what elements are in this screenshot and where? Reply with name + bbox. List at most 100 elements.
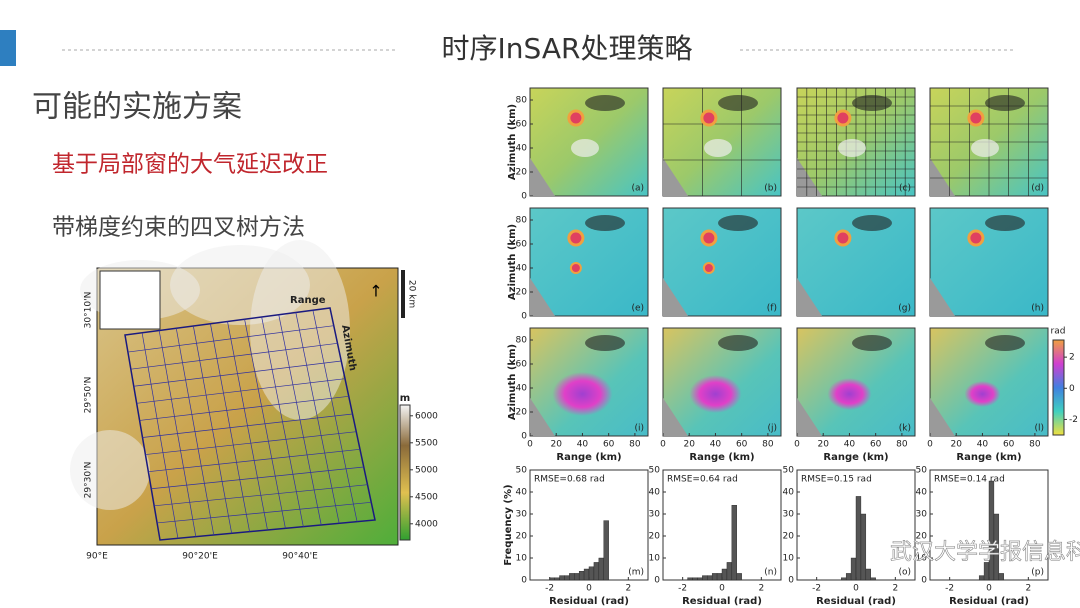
y-tick-label: 60 — [516, 120, 528, 130]
watermark: 武汉大学学报信息科学版 — [890, 540, 1080, 565]
colorbar-tick-label: -2 — [1069, 415, 1078, 425]
terrain-patch — [663, 158, 688, 196]
y-tick-label: 20 — [649, 532, 661, 542]
y-tick-label: 50 — [783, 466, 795, 476]
histogram-bar — [578, 571, 585, 581]
x-tick-label: -2 — [678, 584, 687, 594]
panel-letter: (m) — [628, 568, 644, 578]
histogram-bar — [692, 577, 698, 581]
histogram-bar — [731, 505, 737, 581]
panel-letter: (j) — [767, 424, 777, 434]
anomaly — [967, 109, 985, 127]
y-tick-label: 10 — [649, 554, 661, 564]
y-tick-label: 20 — [916, 532, 928, 542]
y-tick-label: 80 — [516, 216, 528, 226]
histogram-bar — [850, 557, 857, 581]
terrain-patch — [985, 335, 1025, 351]
histogram-bar — [574, 573, 580, 581]
x-axis-label: Range (km) — [956, 452, 1021, 463]
histogram-bar — [554, 577, 560, 581]
terrain-patch — [571, 139, 599, 157]
x-tick-label: 0 — [853, 584, 859, 594]
terrain-patch — [797, 278, 822, 316]
terrain-patch — [852, 335, 892, 351]
anomaly — [834, 229, 852, 247]
x-axis-label: Range (km) — [556, 452, 621, 463]
panel-letter: (k) — [899, 424, 911, 434]
histogram-bar — [549, 577, 555, 581]
accent-block — [0, 30, 16, 66]
x-tick-label: 2 — [625, 584, 631, 594]
terrain-patch — [70, 430, 150, 510]
x-axis-label: Residual (rad) — [816, 596, 896, 607]
terrain-patch — [663, 398, 688, 436]
histogram-bar — [711, 573, 718, 581]
anomaly — [702, 262, 715, 274]
colorbar-title: rad — [1051, 327, 1066, 337]
histogram-bar — [559, 575, 565, 581]
rmse-label: RMSE=0.64 rad — [667, 475, 738, 485]
panel-letter: (d) — [1031, 184, 1044, 194]
x-tick-label: 80 — [762, 440, 774, 450]
panel-letter: (b) — [764, 184, 777, 194]
histogram-bar — [993, 513, 1000, 581]
histogram-frame — [662, 469, 782, 581]
y-axis-label: Azimuth (km) — [507, 104, 518, 180]
x-tick-label: 80 — [629, 440, 641, 450]
histogram-bar — [716, 573, 723, 581]
grid-cell — [312, 310, 358, 522]
histogram-bar — [855, 496, 862, 581]
range-label: Range — [290, 295, 326, 306]
panel-letter: (h) — [1031, 304, 1044, 314]
terrain-patch — [852, 215, 892, 231]
scale-bar — [401, 270, 405, 318]
terrain-patch — [663, 278, 688, 316]
y-tick-label: 40 — [916, 488, 928, 498]
terrain-patch — [985, 95, 1025, 111]
y-tick-label: 40 — [516, 264, 528, 274]
terrain-patch — [585, 95, 625, 111]
terrain-patch — [585, 215, 625, 231]
anomaly — [552, 372, 613, 416]
y-tick-label: 40 — [783, 488, 795, 498]
colorbar-tick-label: 4000 — [415, 519, 438, 529]
x-tick-label: 20 — [683, 440, 695, 450]
y-tick-label: 80 — [516, 336, 528, 346]
x-axis-label: Residual (rad) — [682, 596, 762, 607]
y-tick-label: 0 — [921, 576, 927, 586]
terrain-patch — [838, 139, 866, 157]
x-tick-label: 0 — [986, 584, 992, 594]
colorbar — [399, 404, 411, 541]
terrain-patch — [530, 278, 555, 316]
y-tick-label: 10 — [516, 554, 528, 564]
histogram-bar — [870, 577, 876, 581]
y-tick-label: 30 — [783, 510, 795, 520]
anomaly — [567, 229, 585, 247]
histogram-bar — [603, 520, 609, 581]
terrain-patch — [530, 398, 555, 436]
panel-letter: (n) — [764, 568, 777, 578]
x-axis-label: Range (km) — [689, 452, 754, 463]
y-tick-label: 50 — [916, 466, 928, 476]
y-tick-label: 60 — [516, 240, 528, 250]
lon-label: 90°40'E — [282, 552, 318, 562]
x-tick-label: 2 — [758, 584, 764, 594]
y-tick-label: 0 — [654, 576, 660, 586]
terrain-patch — [797, 158, 822, 196]
y-tick-label: 30 — [516, 510, 528, 520]
x-tick-label: 0 — [794, 440, 800, 450]
x-tick-label: 40 — [977, 440, 989, 450]
histogram-bar — [841, 577, 847, 581]
y-tick-label: 20 — [516, 532, 528, 542]
anomaly — [827, 378, 872, 410]
panel-letter: (a) — [631, 184, 644, 194]
grid-cell — [154, 484, 368, 507]
anomaly — [569, 262, 582, 274]
colorbar-tick-label: 5500 — [415, 438, 438, 448]
anomaly — [964, 381, 1001, 407]
y-tick-label: 0 — [521, 576, 527, 586]
x-tick-label: 0 — [927, 440, 933, 450]
x-tick-label: 0 — [586, 584, 592, 594]
x-tick-label: -2 — [545, 584, 554, 594]
histogram-bar — [687, 577, 693, 581]
